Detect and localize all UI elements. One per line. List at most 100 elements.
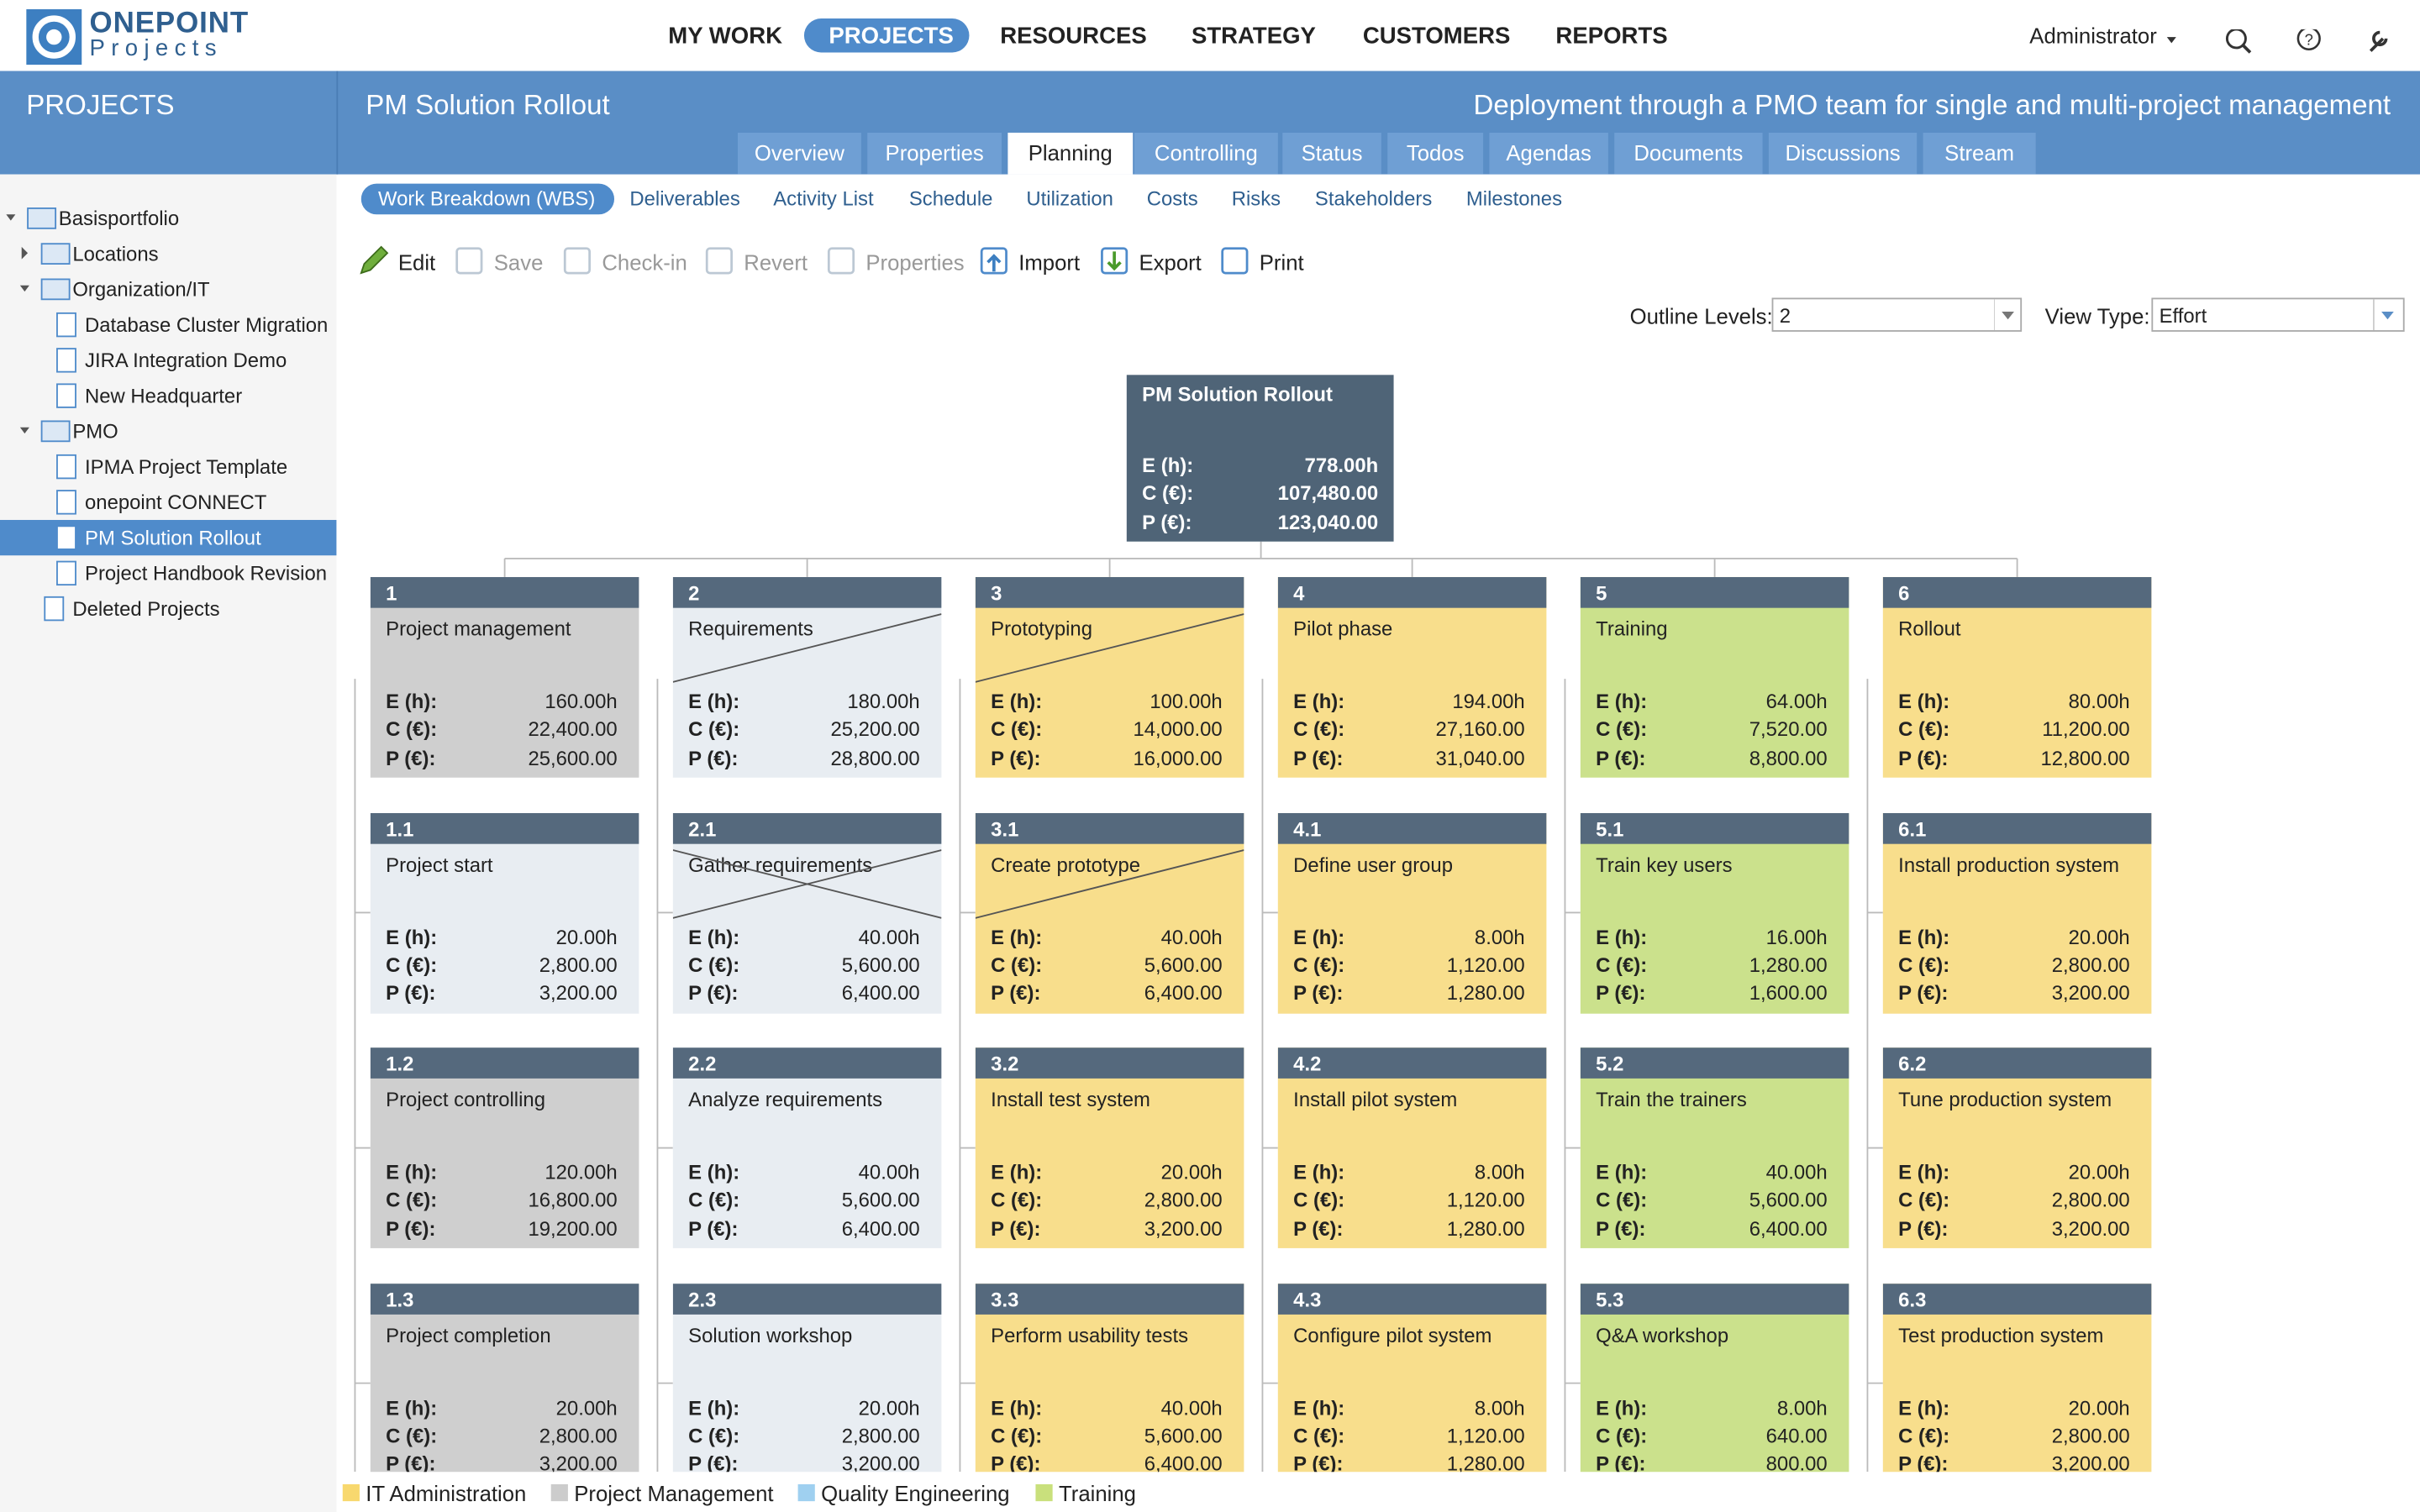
card-id: 3 (991, 581, 1002, 606)
toolbar-button[interactable]: Save (493, 249, 544, 275)
card-name: Project controlling (386, 1087, 545, 1111)
tree-item[interactable]: Organization/IT (72, 277, 210, 302)
outline-label: Outline Levels: (1629, 303, 1773, 329)
card-id: 3.1 (991, 816, 1019, 841)
tab[interactable]: Documents (1614, 132, 1763, 175)
strike (975, 613, 1244, 683)
subtab-active-bg (360, 183, 615, 215)
card-value: 40.00h (1160, 1395, 1223, 1419)
card-value: 1,280.00 (1446, 1216, 1525, 1240)
toolbar-icon (827, 247, 855, 275)
card-value: 6,400.00 (841, 1216, 920, 1240)
card-label: P (€): (386, 746, 436, 769)
card-value: 778.00h (1304, 454, 1379, 477)
tab[interactable]: Agendas (1489, 132, 1608, 175)
tab[interactable]: Stream (1923, 132, 2036, 175)
view-type-select[interactable]: Effort (2151, 297, 2405, 332)
card-label: E (h): (1293, 690, 1345, 713)
nav-item[interactable]: PROJECTS (829, 23, 954, 50)
card-label: P (€): (991, 981, 1041, 1005)
subtab[interactable]: Stakeholders (1314, 186, 1433, 210)
toolbar-button[interactable]: Edit (397, 249, 436, 275)
tree-item[interactable]: PMO (72, 419, 118, 444)
card-header (370, 576, 639, 608)
outline-select[interactable]: 2 (1771, 297, 2023, 332)
user-menu[interactable]: Administrator (2029, 23, 2157, 48)
nav-item[interactable]: REPORTS (1555, 23, 1668, 50)
card-header (1882, 576, 2152, 608)
toolbar-button[interactable]: Check-in (602, 249, 687, 275)
toolbar-icon (1221, 247, 1249, 275)
toolbar-button[interactable]: Revert (744, 249, 808, 275)
tree-item[interactable]: onepoint CONNECT (85, 491, 267, 514)
nav-item[interactable]: MY WORK (668, 23, 783, 50)
card-header (1277, 1283, 1547, 1314)
tree-item[interactable]: Database Cluster Migration (85, 312, 329, 337)
card-value: 5,600.00 (841, 1188, 920, 1212)
card-value: 1,280.00 (1446, 981, 1525, 1005)
toolbar-button[interactable]: Print (1259, 249, 1304, 275)
tree-item[interactable]: Project Handbook Revision (85, 561, 328, 585)
top-icons: ? (2166, 29, 2388, 54)
tab[interactable]: Status (1282, 132, 1381, 175)
subtab[interactable]: Work Breakdown (WBS) (378, 186, 596, 210)
tab[interactable]: Properties (867, 132, 1002, 175)
subtab[interactable]: Activity List (773, 186, 874, 210)
card-label: P (€): (688, 746, 739, 769)
card-label: C (€): (1898, 1423, 1950, 1447)
subtab[interactable]: Deliverables (629, 186, 740, 210)
strike (672, 613, 942, 683)
tab[interactable]: Planning (1007, 132, 1134, 175)
tree-item[interactable]: Locations (72, 242, 159, 265)
tab[interactable]: Todos (1387, 132, 1484, 175)
card-label: C (€): (1596, 1423, 1648, 1447)
card-id: 4.2 (1293, 1052, 1322, 1076)
card-value: 25,600.00 (528, 746, 618, 769)
card-label: E (h): (688, 925, 740, 948)
tree-icons (56, 560, 76, 586)
toolbar-button[interactable]: Import (1018, 249, 1081, 275)
subtab[interactable]: Schedule (908, 186, 993, 210)
tree-item[interactable]: PM Solution Rollout (85, 526, 261, 549)
tree-item[interactable]: New Headquarter (85, 384, 243, 407)
nav-item[interactable]: STRATEGY (1191, 23, 1316, 50)
card-value: 31,040.00 (1435, 746, 1525, 769)
wbs-card: 1 Project management E (h): 160.00h C (€): 22… (370, 576, 639, 778)
card-value: 1,280.00 (1446, 1452, 1525, 1473)
legend-swatch (1035, 1483, 1053, 1502)
tab[interactable]: Discussions (1768, 132, 1918, 175)
card-label: E (h): (1293, 1395, 1345, 1419)
card-name: Define user group (1293, 852, 1453, 876)
card-label: P (€): (1142, 510, 1192, 533)
card-header (672, 1047, 942, 1079)
toolbar-button[interactable]: Properties (865, 249, 965, 275)
card-label: E (h): (1142, 454, 1194, 477)
subtab[interactable]: Costs (1146, 186, 1198, 210)
card-label: E (h): (386, 925, 438, 948)
card-label: P (€): (1898, 746, 1949, 769)
card-label: P (€): (1898, 981, 1949, 1005)
card-value: 8.00h (1474, 925, 1525, 948)
card-value: 6,400.00 (1749, 1216, 1828, 1240)
subtab[interactable]: Utilization (1026, 186, 1113, 210)
card-id: 6.2 (1898, 1052, 1927, 1076)
tree-item[interactable]: Basisportfolio (58, 207, 180, 230)
toolbar-button[interactable]: Export (1139, 249, 1202, 275)
nav-item[interactable]: RESOURCES (1000, 23, 1147, 50)
tree-icons (21, 243, 71, 265)
tree-icons (19, 278, 71, 301)
tree-item[interactable]: IPMA Project Template (85, 454, 288, 479)
nav-item[interactable]: CUSTOMERS (1362, 23, 1511, 50)
tab[interactable]: Controlling (1134, 132, 1278, 175)
tree-icons (19, 420, 71, 443)
card-value: 3,200.00 (539, 981, 618, 1005)
subtab[interactable]: Milestones (1465, 186, 1563, 210)
tab[interactable]: Overview (737, 132, 861, 175)
tree-item[interactable]: JIRA Integration Demo (85, 349, 287, 372)
tree-item[interactable]: Deleted Projects (72, 596, 220, 621)
folder-icon (40, 278, 71, 301)
card-value: 20.00h (2068, 925, 2130, 948)
card-name: Configure pilot system (1293, 1323, 1492, 1347)
card-value: 40.00h (1765, 1160, 1828, 1184)
subtab[interactable]: Risks (1231, 186, 1281, 210)
